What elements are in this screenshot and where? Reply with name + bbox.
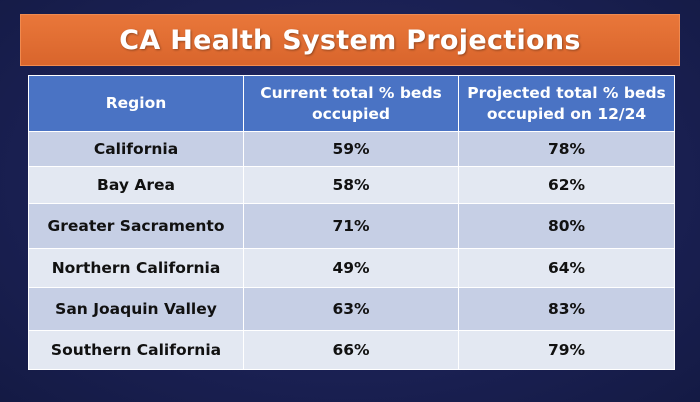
projections-table: Region Current total % beds occupied Pro… — [28, 75, 675, 370]
region-cell: Bay Area — [28, 166, 244, 204]
region-cell: Northern California — [28, 248, 244, 288]
table-header-row: Region Current total % beds occupied Pro… — [28, 75, 675, 132]
header-region: Region — [28, 75, 244, 132]
current-cell: 66% — [243, 330, 459, 370]
table-row: Bay Area 58% 62% — [28, 166, 675, 204]
region-cell: San Joaquin Valley — [28, 287, 244, 331]
region-cell: Southern California — [28, 330, 244, 370]
projected-cell: 80% — [458, 203, 675, 249]
region-cell: California — [28, 131, 244, 167]
table-row: Greater Sacramento 71% 80% — [28, 203, 675, 249]
projected-cell: 78% — [458, 131, 675, 167]
title-banner: CA Health System Projections — [20, 14, 680, 66]
current-cell: 59% — [243, 131, 459, 167]
table-row: San Joaquin Valley 63% 83% — [28, 287, 675, 331]
current-cell: 58% — [243, 166, 459, 204]
table-row: Northern California 49% 64% — [28, 248, 675, 288]
page-title: CA Health System Projections — [119, 24, 581, 56]
current-cell: 49% — [243, 248, 459, 288]
current-cell: 63% — [243, 287, 459, 331]
projected-cell: 83% — [458, 287, 675, 331]
projected-cell: 79% — [458, 330, 675, 370]
table-row: Southern California 66% 79% — [28, 330, 675, 370]
current-cell: 71% — [243, 203, 459, 249]
region-cell: Greater Sacramento — [28, 203, 244, 249]
projected-cell: 62% — [458, 166, 675, 204]
header-projected: Projected total % beds occupied on 12/24 — [458, 75, 675, 132]
header-current: Current total % beds occupied — [243, 75, 459, 132]
projected-cell: 64% — [458, 248, 675, 288]
table-row: California 59% 78% — [28, 131, 675, 167]
